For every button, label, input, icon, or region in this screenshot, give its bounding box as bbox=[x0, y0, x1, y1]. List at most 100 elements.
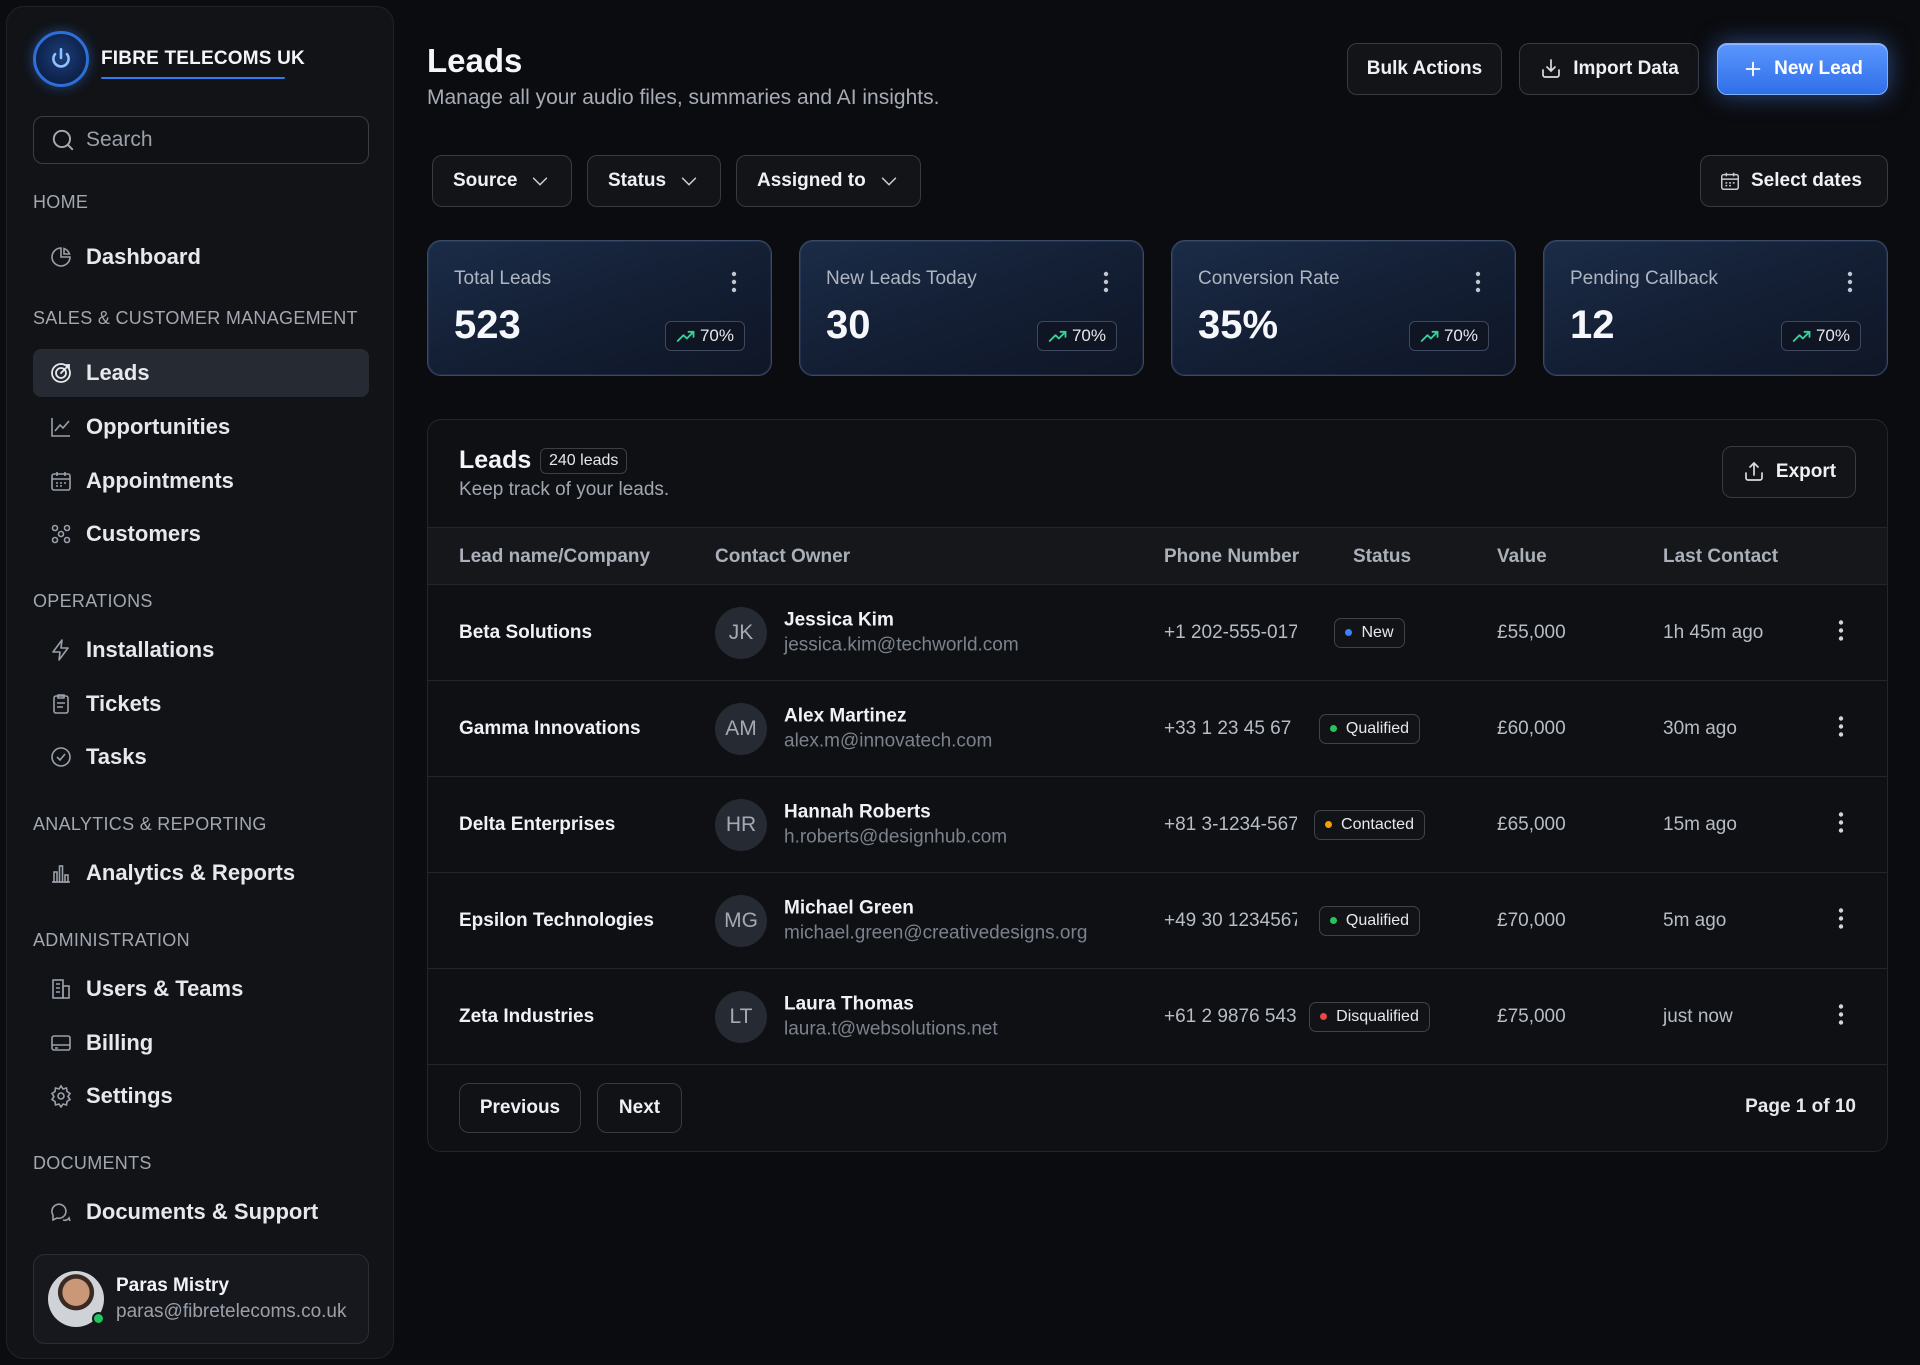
sidebar-item-settings[interactable]: Settings bbox=[33, 1072, 369, 1120]
status-dot bbox=[1329, 917, 1337, 924]
sidebar-item-tasks[interactable]: Tasks bbox=[33, 733, 369, 781]
date-picker-button[interactable]: Select dates bbox=[1700, 155, 1888, 207]
owner-email: michael.green@creativedesigns.org bbox=[784, 922, 1088, 943]
search-input[interactable] bbox=[86, 128, 356, 152]
phone-number: +61 2 9876 5432 bbox=[1164, 1005, 1297, 1027]
status-filter-dropdown[interactable]: Status bbox=[587, 155, 722, 207]
more-vertical-icon[interactable] bbox=[1838, 1003, 1844, 1030]
user-email: paras@fibretelecoms.co.uk bbox=[116, 1301, 347, 1322]
column-header-last-contact[interactable]: Last Contact bbox=[1663, 546, 1779, 567]
sidebar-item-opportunities[interactable]: Opportunities bbox=[33, 403, 369, 451]
table-row[interactable]: Gamma Innovations AM Alex Martinez alex.… bbox=[428, 681, 1887, 777]
phone-number: +33 1 23 45 67 89 bbox=[1164, 717, 1297, 739]
building-icon bbox=[49, 977, 73, 1001]
assigned-filter-label: Assigned to bbox=[757, 170, 866, 191]
stat-card-conversion-rate: Conversion Rate 35% 70% bbox=[1171, 240, 1516, 376]
more-vertical-icon[interactable] bbox=[1838, 715, 1844, 742]
source-filter-dropdown[interactable]: Source bbox=[432, 155, 573, 207]
lead-value: £75,000 bbox=[1497, 1005, 1566, 1027]
column-header-status[interactable]: Status bbox=[1353, 546, 1412, 567]
sidebar-item-label: Tickets bbox=[86, 691, 162, 716]
assigned-filter-dropdown[interactable]: Assigned to bbox=[736, 155, 921, 207]
table-row[interactable]: Delta Enterprises HR Hannah Roberts h.ro… bbox=[428, 777, 1887, 873]
column-header-lead[interactable]: Lead name/Company bbox=[459, 546, 651, 567]
next-page-button[interactable]: Next bbox=[597, 1083, 682, 1133]
sidebar-item-label: Analytics & Reports bbox=[86, 860, 296, 885]
sidebar-item-label: Tasks bbox=[86, 744, 147, 769]
upload-icon bbox=[1742, 460, 1766, 484]
sidebar-item-tickets[interactable]: Tickets bbox=[33, 680, 369, 728]
owner-avatar: LT bbox=[715, 990, 767, 1043]
trend-up-icon bbox=[1048, 328, 1068, 344]
more-vertical-icon[interactable] bbox=[1847, 271, 1853, 298]
more-vertical-icon[interactable] bbox=[1838, 619, 1844, 646]
sidebar-item-appointments[interactable]: Appointments bbox=[33, 457, 369, 505]
previous-page-button[interactable]: Previous bbox=[459, 1083, 581, 1133]
sidebar-item-analytics[interactable]: Analytics & Reports bbox=[33, 849, 369, 897]
status-dot bbox=[1345, 629, 1353, 636]
brand[interactable]: FIBRE TELECOMS UK bbox=[33, 31, 305, 87]
search-icon bbox=[50, 127, 76, 153]
trend-up-icon bbox=[1792, 328, 1812, 344]
sidebar-item-label: Appointments bbox=[86, 468, 234, 493]
stat-card-total-leads: Total Leads 523 70% bbox=[427, 240, 772, 376]
table-row[interactable]: Epsilon Technologies MG Michael Green mi… bbox=[428, 873, 1887, 969]
lead-value: £70,000 bbox=[1497, 909, 1566, 931]
more-vertical-icon[interactable] bbox=[1838, 907, 1844, 934]
owner-name: Hannah Roberts bbox=[784, 801, 931, 822]
new-lead-button[interactable]: New Lead bbox=[1717, 43, 1888, 95]
more-vertical-icon[interactable] bbox=[731, 271, 737, 298]
sidebar-item-documents[interactable]: Documents & Support bbox=[33, 1188, 369, 1236]
section-title-documents: DOCUMENTS bbox=[33, 1153, 152, 1173]
owner-avatar: AM bbox=[715, 702, 767, 755]
sidebar-item-billing[interactable]: Billing bbox=[33, 1019, 369, 1067]
bulk-actions-button[interactable]: Bulk Actions bbox=[1347, 43, 1502, 95]
stat-change-value: 70% bbox=[1071, 326, 1106, 345]
avatar bbox=[48, 1271, 105, 1327]
sidebar-item-dashboard[interactable]: Dashboard bbox=[33, 233, 369, 281]
lightning-icon bbox=[49, 638, 73, 662]
stat-value: 12 bbox=[1570, 303, 1615, 347]
export-label: Export bbox=[1775, 461, 1837, 482]
search-box[interactable] bbox=[33, 116, 369, 164]
import-data-button[interactable]: Import Data bbox=[1519, 43, 1699, 95]
owner-email: jessica.kim@techworld.com bbox=[784, 634, 1019, 655]
users-icon bbox=[49, 522, 73, 546]
phone-number: +49 30 1234567 bbox=[1164, 909, 1297, 931]
page-title: Leads bbox=[427, 42, 523, 79]
table-row[interactable]: Beta Solutions JK Jessica Kim jessica.ki… bbox=[428, 585, 1887, 681]
status-dot bbox=[1320, 1013, 1328, 1020]
column-header-phone[interactable]: Phone Number bbox=[1164, 546, 1300, 567]
column-header-value[interactable]: Value bbox=[1497, 546, 1547, 567]
stat-change-badge: 70% bbox=[1036, 321, 1117, 351]
more-vertical-icon[interactable] bbox=[1475, 271, 1481, 298]
lead-company: Beta Solutions bbox=[459, 621, 593, 643]
section-title-analytics: ANALYTICS & REPORTING bbox=[33, 814, 267, 834]
sidebar-item-installations[interactable]: Installations bbox=[33, 626, 369, 674]
sidebar-item-label: Users & Teams bbox=[86, 976, 244, 1001]
export-button[interactable]: Export bbox=[1722, 446, 1856, 498]
table-row[interactable]: Zeta Industries LT Laura Thomas laura.t@… bbox=[428, 969, 1887, 1065]
more-vertical-icon[interactable] bbox=[1103, 271, 1109, 298]
sidebar-item-users-teams[interactable]: Users & Teams bbox=[33, 965, 369, 1013]
owner-name: Michael Green bbox=[784, 897, 914, 918]
owner-name: Laura Thomas bbox=[784, 993, 914, 1014]
column-header-owner[interactable]: Contact Owner bbox=[715, 546, 851, 567]
more-vertical-icon[interactable] bbox=[1838, 811, 1844, 838]
stat-card-pending-callback: Pending Callback 12 70% bbox=[1543, 240, 1888, 376]
pie-chart-icon bbox=[49, 245, 73, 269]
last-contact: 15m ago bbox=[1663, 813, 1737, 835]
lead-value: £55,000 bbox=[1497, 621, 1566, 643]
owner-email: h.roberts@designhub.com bbox=[784, 826, 1008, 847]
stat-change-value: 70% bbox=[1815, 326, 1850, 345]
user-profile-card[interactable]: Paras Mistry paras@fibretelecoms.co.uk bbox=[33, 1254, 369, 1344]
sidebar-item-customers[interactable]: Customers bbox=[33, 510, 369, 558]
sidebar-item-label: Settings bbox=[86, 1083, 173, 1108]
leads-table-card: Leads 240 leads Keep track of your leads… bbox=[427, 419, 1888, 1152]
sidebar-item-leads[interactable]: Leads bbox=[33, 349, 369, 397]
stat-change-badge: 70% bbox=[1780, 321, 1861, 351]
contact-owner: Michael Green michael.green@creativedesi… bbox=[784, 897, 1087, 944]
calendar-icon bbox=[1719, 170, 1741, 192]
owner-name: Jessica Kim bbox=[784, 609, 894, 630]
chevron-down-icon bbox=[529, 170, 551, 192]
